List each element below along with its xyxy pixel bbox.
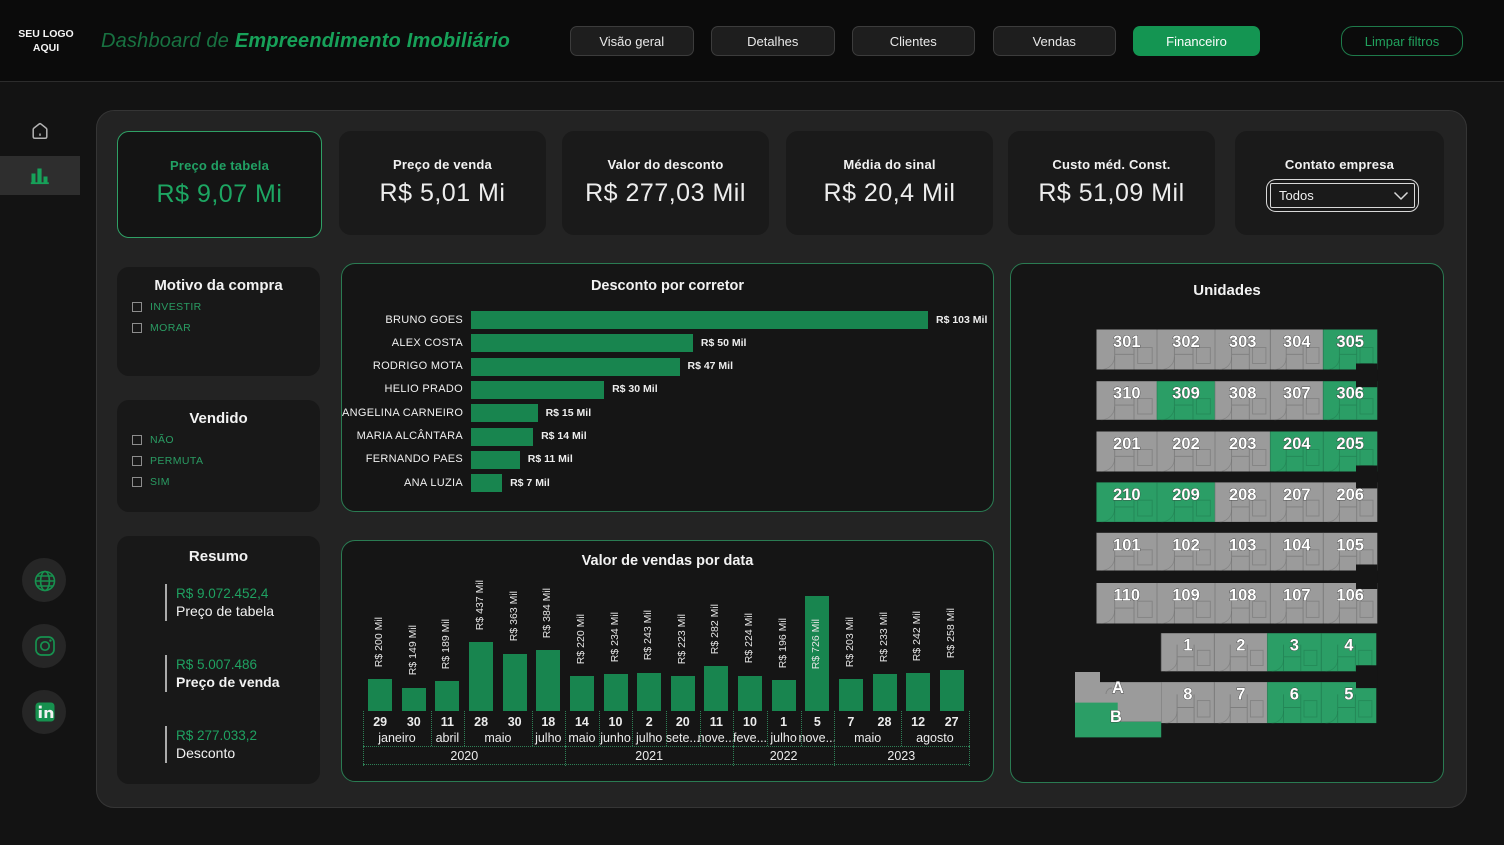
svg-text:309: 309 xyxy=(1172,385,1200,403)
svg-text:305: 305 xyxy=(1336,333,1364,351)
svg-text:203: 203 xyxy=(1229,435,1257,453)
svg-text:8: 8 xyxy=(1183,686,1192,704)
svg-text:202: 202 xyxy=(1172,435,1200,453)
svg-text:306: 306 xyxy=(1336,385,1364,403)
svg-text:110: 110 xyxy=(1113,587,1140,605)
svg-text:A: A xyxy=(1112,679,1124,697)
svg-text:108: 108 xyxy=(1229,587,1257,605)
svg-text:1: 1 xyxy=(1183,637,1192,655)
svg-text:107: 107 xyxy=(1283,587,1311,605)
svg-text:307: 307 xyxy=(1283,385,1311,403)
svg-text:7: 7 xyxy=(1236,686,1245,704)
svg-text:105: 105 xyxy=(1336,536,1364,554)
svg-text:B: B xyxy=(1110,708,1122,726)
svg-text:301: 301 xyxy=(1113,333,1141,351)
svg-text:210: 210 xyxy=(1113,486,1141,504)
svg-text:102: 102 xyxy=(1172,536,1200,554)
svg-text:104: 104 xyxy=(1283,536,1311,554)
svg-text:207: 207 xyxy=(1283,486,1311,504)
svg-text:209: 209 xyxy=(1172,486,1200,504)
svg-text:308: 308 xyxy=(1229,385,1257,403)
svg-text:204: 204 xyxy=(1283,435,1311,453)
svg-text:6: 6 xyxy=(1290,686,1299,704)
svg-text:103: 103 xyxy=(1229,536,1257,554)
svg-text:205: 205 xyxy=(1336,435,1364,453)
svg-text:101: 101 xyxy=(1113,536,1141,554)
svg-text:201: 201 xyxy=(1113,435,1141,453)
svg-text:206: 206 xyxy=(1336,486,1364,504)
svg-text:310: 310 xyxy=(1113,385,1141,403)
svg-text:109: 109 xyxy=(1172,587,1200,605)
svg-text:303: 303 xyxy=(1229,333,1257,351)
svg-text:5: 5 xyxy=(1344,686,1353,704)
svg-text:4: 4 xyxy=(1344,637,1354,655)
svg-text:302: 302 xyxy=(1172,333,1200,351)
svg-text:2: 2 xyxy=(1236,637,1245,655)
svg-text:304: 304 xyxy=(1283,333,1311,351)
svg-text:3: 3 xyxy=(1290,637,1299,655)
svg-text:106: 106 xyxy=(1336,587,1364,605)
svg-text:208: 208 xyxy=(1229,486,1257,504)
